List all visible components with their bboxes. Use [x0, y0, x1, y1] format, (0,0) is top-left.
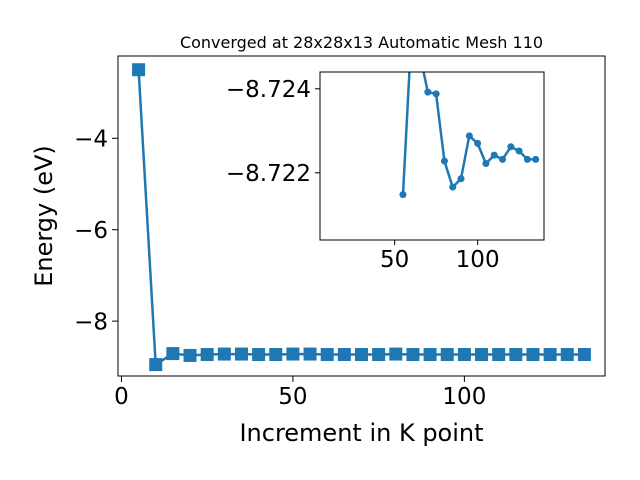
inset-point-12 [499, 155, 507, 163]
main-point-24 [543, 348, 557, 362]
inset-plot-area [320, 72, 544, 240]
main-xtick-label-0: 0 [114, 384, 129, 410]
main-point-25 [560, 348, 574, 362]
inset-axes-frame [319, 71, 545, 241]
inset-point-15 [523, 155, 531, 163]
main-point-26 [577, 348, 591, 362]
main-point-15 [389, 347, 403, 361]
main-ytick-label-2: −4 [74, 127, 108, 153]
inset-point-9 [474, 139, 482, 147]
main-title: Converged at 28x28x13 Automatic Mesh 110 [180, 33, 543, 52]
main-point-17 [423, 348, 437, 362]
main-point-19 [457, 348, 471, 362]
inset-point-6 [449, 183, 457, 191]
inset-point-8 [465, 132, 473, 140]
main-point-20 [475, 348, 489, 362]
main-ylabel: Energy (eV) [30, 145, 58, 287]
main-point-1 [149, 358, 163, 372]
main-point-22 [509, 348, 523, 362]
main-point-6 [234, 347, 248, 361]
main-axes-frame [117, 55, 606, 377]
main-point-11 [320, 348, 334, 362]
main-point-7 [252, 348, 266, 362]
main-ytick-label-0: −8 [74, 309, 108, 335]
main-xtick-label-1: 50 [278, 384, 307, 410]
inset-point-11 [490, 151, 498, 159]
main-point-0 [132, 63, 146, 77]
main-point-21 [492, 348, 506, 362]
inset-series [399, 72, 540, 199]
main-point-23 [526, 348, 540, 362]
main-point-16 [406, 348, 420, 362]
main-point-2 [166, 347, 180, 361]
inset-point-7 [457, 175, 465, 183]
main-point-8 [269, 348, 283, 362]
inset-point-5 [440, 157, 448, 165]
main-point-13 [355, 348, 368, 362]
inset-point-10 [482, 160, 490, 168]
inset-plot: 50 100 −8.722 −8.724 [226, 71, 545, 273]
inset-xtick-label-0: 50 [380, 247, 409, 273]
inset-ytick-label-1: −8.724 [226, 77, 311, 103]
inset-point-3 [424, 88, 432, 96]
main-point-14 [372, 348, 386, 362]
main-xtick-label-2: 100 [442, 384, 486, 410]
inset-xtick-label-1: 100 [456, 247, 500, 273]
main-point-4 [200, 348, 214, 362]
main-point-9 [286, 347, 300, 361]
inset-point-0 [399, 191, 407, 199]
main-point-3 [183, 348, 197, 362]
main-point-5 [217, 347, 231, 361]
inset-point-16 [532, 155, 540, 163]
main-point-18 [440, 348, 454, 362]
inset-point-13 [507, 143, 515, 151]
main-ytick-label-1: −6 [74, 218, 108, 244]
inset-point-4 [432, 90, 440, 98]
inset-point-14 [515, 147, 523, 155]
main-point-10 [303, 347, 317, 361]
main-point-12 [337, 348, 351, 362]
main-series [132, 63, 591, 372]
main-xlabel: Increment in K point [239, 419, 483, 447]
inset-ytick-label-0: −8.722 [226, 161, 311, 187]
